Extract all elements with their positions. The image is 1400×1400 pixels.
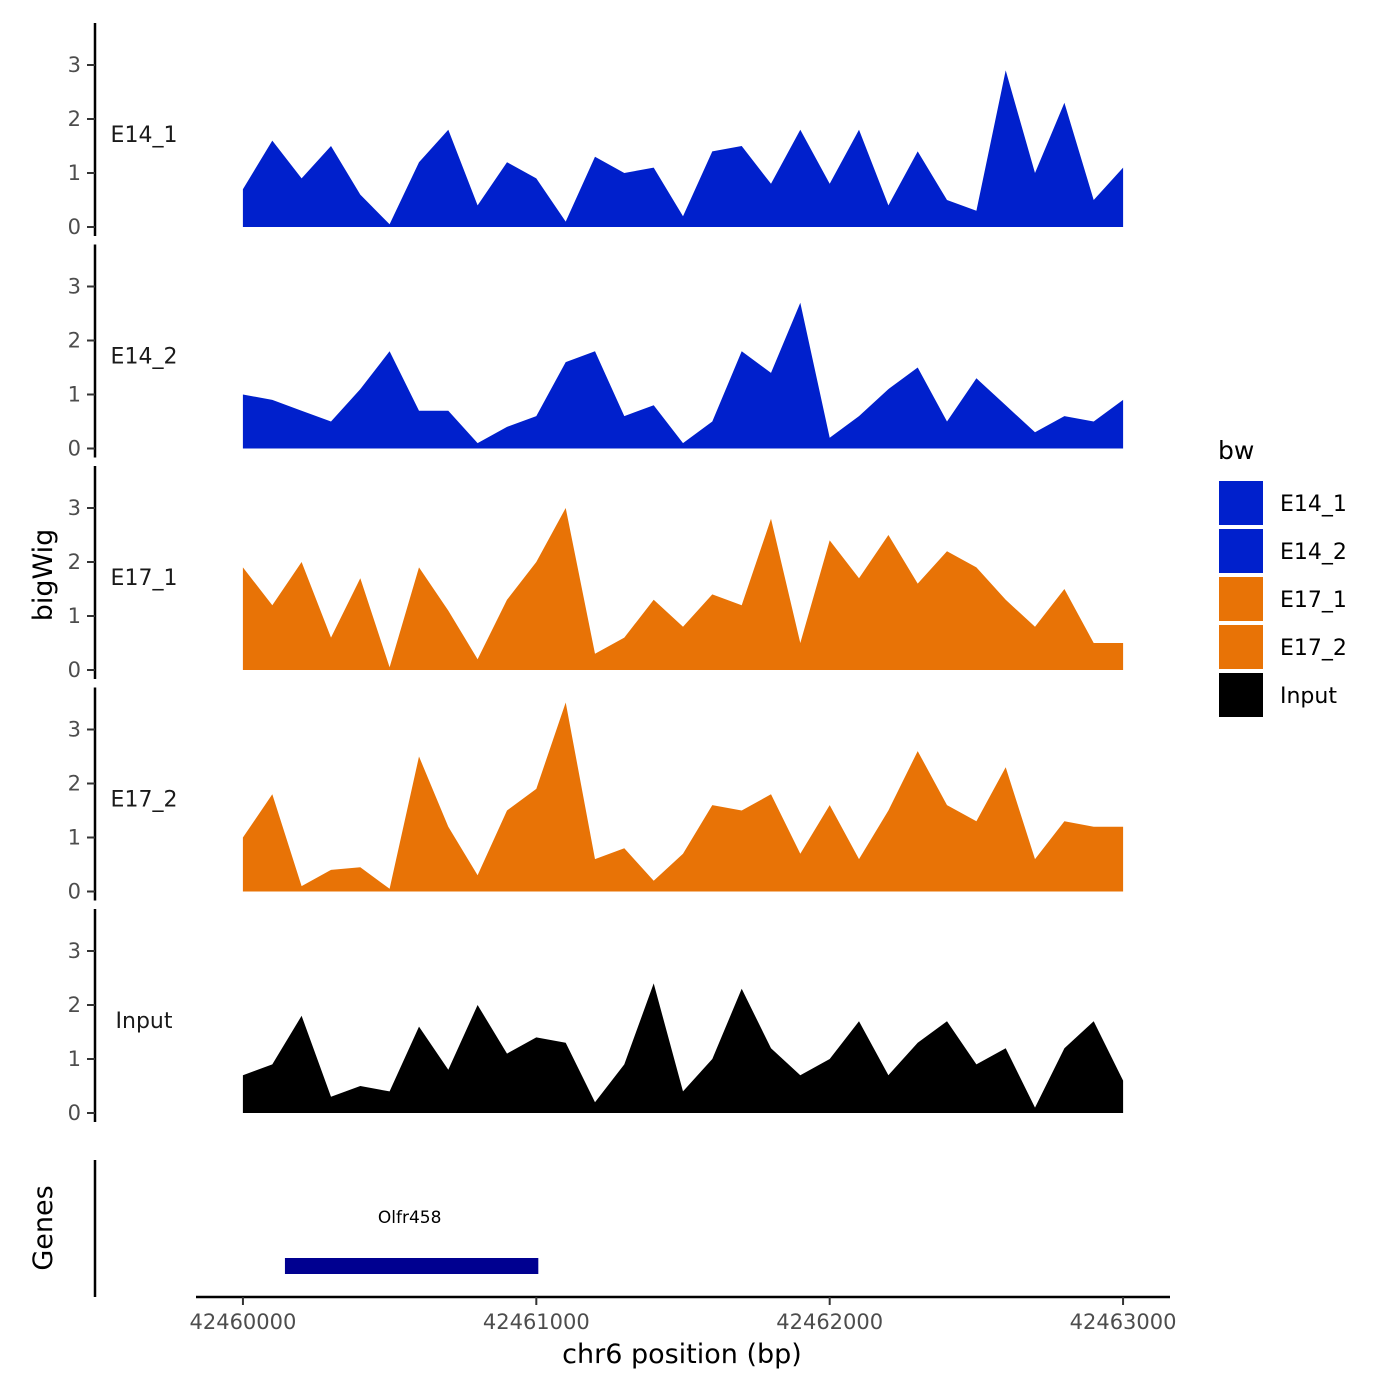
y-tick-label: 1 bbox=[68, 383, 81, 407]
track-E17_1: 0 1 2 3 E17_1 bbox=[68, 466, 1124, 682]
legend-swatch bbox=[1219, 481, 1263, 525]
legend-title: bw bbox=[1218, 436, 1254, 465]
y-tick-label: 3 bbox=[68, 275, 81, 299]
track-label: E14_2 bbox=[111, 345, 178, 370]
legend-swatch bbox=[1219, 529, 1263, 573]
legend-label: Input bbox=[1280, 684, 1337, 709]
area-Input bbox=[242, 983, 1124, 1113]
area-E17_2 bbox=[242, 702, 1124, 892]
track-E14_2: 0 1 2 3 E14_2 bbox=[68, 244, 1124, 461]
gene-label: Olfr458 bbox=[378, 1208, 442, 1228]
y-tick-label: 0 bbox=[68, 658, 81, 682]
y-tick-label: 0 bbox=[68, 215, 81, 239]
y-axis-title: bigWig bbox=[28, 529, 59, 622]
x-tick-label: 42461000 bbox=[483, 1310, 590, 1334]
y-tick-label: 1 bbox=[68, 161, 81, 185]
y-tick-label: 3 bbox=[68, 53, 81, 77]
legend-swatch bbox=[1219, 625, 1263, 669]
x-axis: 42460000 42461000 42462000 42463000 bbox=[189, 1295, 1177, 1334]
y-tick-label: 0 bbox=[68, 1101, 81, 1125]
x-tick-label: 42460000 bbox=[189, 1310, 296, 1334]
track-E14_1: 0 1 2 3 E14_1 bbox=[68, 23, 1124, 239]
y-tick-label: 0 bbox=[68, 880, 81, 904]
bigwig-tracks: 0 1 2 3 E14_1 0 1 2 3 E14_2 0 1 2 3 E17_1 0 1 2 3 E17_2 0 1 2 3… bbox=[68, 23, 1124, 1125]
legend-label: E17_1 bbox=[1280, 588, 1347, 613]
legend-swatch bbox=[1219, 673, 1263, 717]
x-axis-title: chr6 position (bp) bbox=[562, 1339, 802, 1370]
track-label: E14_1 bbox=[111, 123, 178, 148]
gene-bar bbox=[284, 1258, 539, 1274]
y-tick-label: 2 bbox=[68, 993, 81, 1017]
track-E17_2: 0 1 2 3 E17_2 bbox=[68, 687, 1124, 904]
y-tick-label: 2 bbox=[68, 772, 81, 796]
area-E14_2 bbox=[242, 302, 1124, 449]
legend-label: E14_2 bbox=[1280, 540, 1347, 565]
y-tick-label: 1 bbox=[68, 826, 81, 850]
x-tick-label: 42462000 bbox=[776, 1310, 883, 1334]
y-tick-label: 2 bbox=[68, 107, 81, 131]
legend-label: E17_2 bbox=[1280, 636, 1347, 661]
y-tick-label: 0 bbox=[68, 437, 81, 461]
y-tick-label: 3 bbox=[68, 939, 81, 963]
y-tick-label: 2 bbox=[68, 329, 81, 353]
x-tick-label: 42463000 bbox=[1070, 1310, 1177, 1334]
y-tick-label: 1 bbox=[68, 604, 81, 628]
y-tick-label: 3 bbox=[68, 718, 81, 742]
genes-axis-title: Genes bbox=[28, 1185, 59, 1270]
track-label: E17_1 bbox=[111, 566, 178, 591]
track-Input: 0 1 2 3 Input bbox=[68, 909, 1124, 1125]
track-label: E17_2 bbox=[111, 788, 178, 813]
track-label: Input bbox=[116, 1009, 173, 1034]
legend-label: E14_1 bbox=[1280, 492, 1347, 517]
area-E14_1 bbox=[242, 70, 1124, 228]
legend-swatch bbox=[1219, 577, 1263, 621]
legend: bw E14_1 E14_2 E17_1 E17_2 Input bbox=[1218, 436, 1347, 717]
y-tick-label: 3 bbox=[68, 496, 81, 520]
genes-panel: Olfr458 bbox=[93, 1160, 539, 1297]
y-tick-label: 1 bbox=[68, 1047, 81, 1071]
y-tick-label: 2 bbox=[68, 550, 81, 574]
area-E17_1 bbox=[242, 508, 1124, 670]
